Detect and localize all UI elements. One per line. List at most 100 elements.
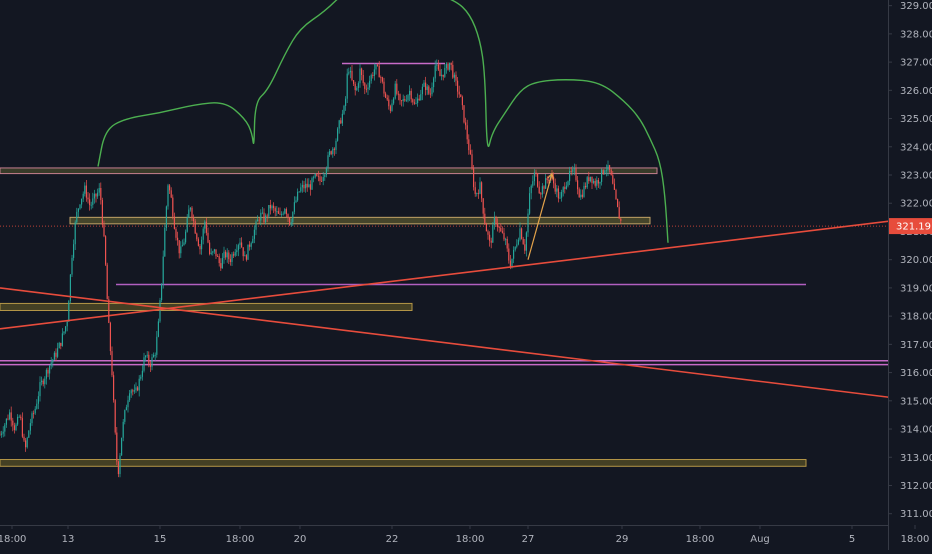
candle-body: [453, 74, 455, 78]
candle-body: [383, 81, 385, 94]
candle-body: [226, 252, 228, 258]
candle-body: [127, 400, 129, 408]
candle-body: [44, 378, 46, 385]
candle-body: [306, 183, 308, 188]
zone-0[interactable]: [0, 167, 658, 175]
candle-body: [1, 433, 3, 435]
candle-body: [57, 348, 59, 357]
candle-body: [157, 321, 159, 337]
candle-body: [365, 88, 367, 90]
candle-body: [252, 238, 254, 244]
candle-body: [234, 252, 236, 256]
candle-body: [481, 182, 483, 199]
candle-body: [537, 173, 539, 187]
candle-body: [49, 365, 51, 374]
candle-body: [399, 94, 401, 101]
candle-body: [474, 187, 476, 194]
candle-body: [101, 200, 103, 225]
candle-body: [114, 400, 116, 433]
candle-body: [130, 390, 132, 394]
candle-body: [37, 396, 39, 404]
arrow-shaft: [527, 173, 553, 260]
candle-body: [333, 148, 335, 150]
y-tick-label: 329.00: [900, 1, 932, 12]
candle-body: [455, 74, 457, 81]
candle-body: [85, 185, 87, 198]
candle-body: [73, 244, 75, 258]
candle-body: [301, 184, 303, 188]
candle-body: [516, 244, 518, 247]
candle-body: [348, 72, 350, 74]
candle-body: [613, 183, 615, 190]
candle-body: [572, 169, 574, 172]
arrow-0[interactable]: [527, 172, 554, 260]
last-price-badge[interactable]: [889, 218, 932, 235]
candle-body: [111, 351, 113, 376]
candle-body: [17, 416, 19, 425]
candle-body: [393, 98, 395, 104]
y-tick-label: 326.00: [900, 86, 932, 97]
candle-body: [458, 91, 460, 95]
trendline-0[interactable]: [0, 216, 932, 330]
candle-body: [548, 179, 550, 181]
candle-body: [329, 151, 331, 156]
candle-body: [36, 403, 38, 409]
candle-body: [188, 209, 190, 218]
candle-body: [357, 83, 359, 88]
candle-body: [20, 416, 22, 419]
zone-3[interactable]: [0, 459, 807, 467]
pattern-curve-0[interactable]: [97, 0, 669, 243]
candle-body: [535, 172, 537, 174]
candle-body: [325, 168, 327, 175]
candle-body: [289, 217, 291, 225]
candle-body: [177, 237, 179, 241]
candle-body: [431, 87, 433, 95]
candle-body: [276, 211, 278, 213]
candle-body: [266, 215, 268, 217]
candle-body: [97, 192, 99, 197]
candle-body: [39, 382, 41, 397]
candle-body: [231, 254, 233, 263]
candle-body: [15, 424, 17, 431]
candle-body: [316, 173, 318, 176]
candle-body: [125, 407, 127, 411]
candle-body: [175, 228, 177, 238]
candle-body: [557, 188, 559, 199]
candle-body: [245, 255, 247, 260]
candle-body: [84, 185, 86, 194]
candle-body: [210, 252, 212, 254]
candle-body: [106, 264, 108, 300]
candle-body: [201, 239, 203, 250]
candle-body: [207, 232, 209, 243]
candle-body: [170, 190, 172, 198]
candle-body: [597, 180, 599, 184]
candle-body: [284, 209, 286, 214]
candle-body: [373, 69, 375, 76]
x-tick-label: 18:00: [456, 534, 485, 545]
candle-body: [45, 369, 47, 379]
candle-body: [513, 249, 515, 259]
y-tick-label: 323.00: [900, 171, 932, 182]
candle-body: [567, 181, 569, 186]
candle-body: [5, 418, 7, 425]
y-tick-label: 313.00: [900, 453, 932, 464]
candle-body: [282, 213, 284, 215]
candle-body: [295, 200, 297, 203]
y-tick-label: 319.00: [900, 283, 932, 294]
zone-1[interactable]: [69, 216, 651, 225]
candle-body: [466, 125, 468, 140]
plot-area[interactable]: [0, 0, 932, 478]
trendline-1[interactable]: [0, 287, 895, 398]
candle-body: [349, 70, 351, 73]
candle-body: [330, 151, 332, 155]
candle-body: [303, 184, 305, 189]
candle-body: [580, 194, 582, 198]
candle-body: [47, 369, 49, 374]
candle-body: [319, 176, 321, 181]
candle-body: [591, 176, 593, 183]
candle-body: [378, 65, 380, 78]
candle-body: [610, 169, 612, 176]
